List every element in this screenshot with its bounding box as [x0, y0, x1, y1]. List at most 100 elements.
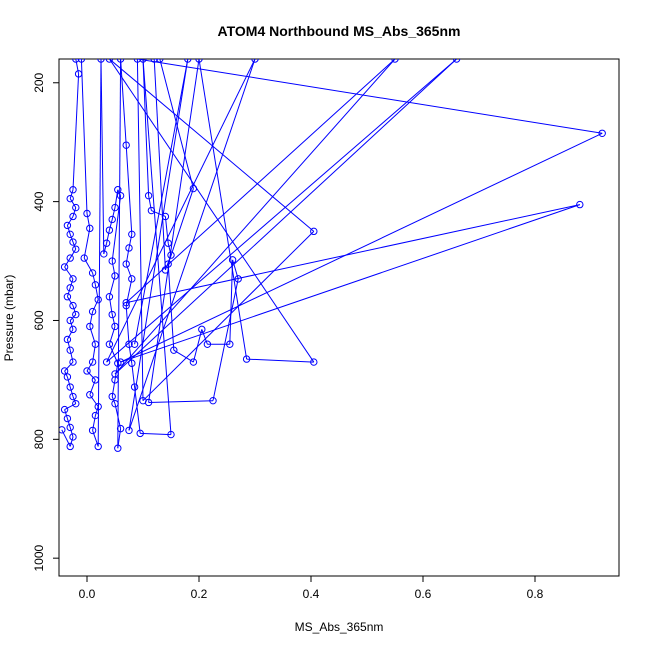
series-segment [69, 314, 77, 321]
data-point [125, 340, 133, 348]
data-point [86, 391, 94, 399]
series-segment [125, 59, 396, 304]
data-point [63, 373, 72, 381]
data-point [128, 359, 136, 367]
data-point [576, 200, 584, 209]
series-segment [128, 234, 133, 249]
data-point [86, 322, 94, 331]
data-point [251, 59, 259, 63]
series-segment [72, 73, 80, 190]
data-point [122, 141, 130, 149]
series-segment [128, 59, 189, 431]
data-point [91, 376, 100, 384]
series-segment [75, 59, 80, 74]
data-point [69, 325, 77, 334]
series-segment [111, 260, 116, 276]
data-point [125, 244, 133, 252]
data-point [86, 224, 94, 233]
series-segment [69, 198, 77, 208]
series-segment [134, 386, 141, 434]
data-point [189, 184, 198, 193]
plot-area [58, 58, 620, 577]
series-segment [128, 59, 256, 431]
series-segment [111, 207, 116, 220]
series-segment [64, 403, 77, 411]
data-point [66, 316, 74, 325]
series-segment [86, 370, 96, 381]
series-segment [66, 296, 74, 306]
data-point [228, 256, 237, 264]
series-segment [83, 257, 94, 274]
series-segment [106, 59, 457, 363]
data-point [167, 430, 175, 439]
series-segment [69, 436, 74, 447]
data-point [72, 310, 80, 319]
y-axis: 200 400 600 800 1000 [32, 72, 60, 572]
data-point [116, 59, 125, 63]
data-point [88, 358, 97, 366]
x-axis: 0.0 0.2 0.4 0.6 0.8 [79, 575, 544, 601]
series-segment [125, 263, 133, 280]
series-segment [66, 216, 74, 226]
series-segment [69, 189, 74, 199]
data-point [59, 426, 66, 434]
series-segment [64, 257, 71, 268]
data-point [60, 263, 69, 271]
data-point [144, 191, 153, 200]
data-point [108, 310, 116, 319]
data-point [72, 59, 80, 63]
series-segment [137, 59, 603, 134]
series-segment [72, 241, 77, 250]
series-segment [108, 219, 113, 231]
series-segment [198, 59, 248, 360]
data-point [63, 414, 72, 423]
series-segment [153, 59, 166, 270]
series-segment [83, 228, 91, 259]
data-point [164, 260, 172, 268]
series-segment [125, 247, 130, 265]
series-segment [94, 284, 99, 300]
data-point [69, 238, 77, 246]
data-point [122, 298, 130, 307]
data-point [130, 340, 139, 348]
series-segment [106, 230, 110, 244]
series-segment [109, 59, 315, 232]
data-point [72, 399, 80, 408]
y-tick-label: 600 [32, 310, 46, 330]
data-point [150, 59, 158, 63]
data-point [105, 293, 114, 301]
data-point [94, 442, 102, 451]
data-point [452, 59, 461, 63]
data-point [234, 275, 242, 283]
series-segment [125, 145, 133, 235]
series-segment [80, 59, 88, 214]
series-segment [97, 59, 102, 447]
data-point [105, 59, 114, 63]
data-point [63, 293, 72, 301]
data-point [111, 272, 119, 280]
data-point [209, 396, 217, 405]
data-point [69, 301, 77, 310]
data-point [116, 191, 125, 200]
series-segment [66, 376, 71, 388]
series-segment [126, 204, 580, 304]
series-segment [72, 207, 77, 217]
y-tick-label: 400 [32, 191, 46, 211]
series-segment [114, 59, 457, 375]
data-point [94, 402, 102, 411]
series-segment [212, 278, 239, 401]
data-point [66, 346, 74, 354]
data-point [598, 129, 606, 137]
series-segment [69, 234, 74, 243]
series-segment [64, 266, 74, 280]
series-segment [69, 320, 74, 330]
data-point [66, 230, 74, 239]
series-segment [164, 216, 169, 244]
data-point [83, 209, 91, 218]
series-segment [69, 278, 74, 288]
data-point [91, 281, 100, 289]
series-segment [72, 396, 77, 404]
data-point [139, 396, 147, 405]
data-point [88, 426, 97, 435]
